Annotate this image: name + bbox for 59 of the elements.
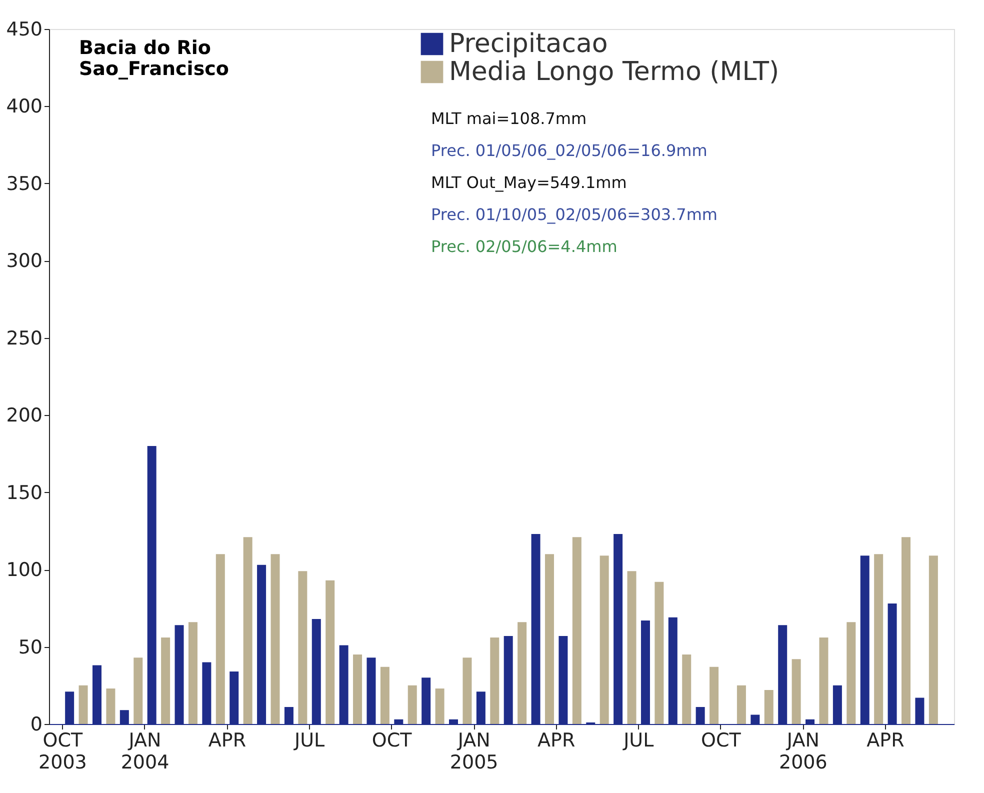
bar: [216, 554, 225, 724]
y-tick-label: 350: [6, 172, 42, 195]
bar: [846, 622, 856, 724]
y-tick-label: 450: [6, 18, 42, 40]
y-tick-label: 100: [6, 559, 42, 582]
annotation: MLT mai=108.7mm: [431, 109, 587, 128]
bar: [353, 654, 362, 724]
annotation: Prec. 01/10/05_02/05/06=303.7mm: [431, 205, 718, 224]
bar: [792, 659, 801, 724]
y-tick-label: 250: [6, 327, 42, 350]
y-tick-label: 50: [18, 636, 42, 658]
bar: [490, 638, 500, 724]
bar: [654, 582, 664, 724]
y-tick-label: 150: [6, 482, 42, 504]
bar: [106, 688, 116, 724]
x-tick-label: APR: [538, 730, 576, 752]
bar: [710, 666, 719, 724]
x-tick-label: JAN 2005: [450, 730, 498, 774]
annotation: Prec. 01/05/06_02/05/06=16.9mm: [431, 141, 708, 160]
y-tick-label: 300: [6, 250, 42, 272]
bar: [874, 554, 884, 724]
bar: [161, 638, 170, 724]
x-tick-label: JUL: [293, 730, 325, 752]
bar: [298, 571, 308, 724]
bar: [134, 658, 143, 724]
bar: [462, 658, 472, 724]
bar: [544, 554, 554, 724]
bar: [682, 654, 692, 724]
bar: [243, 537, 252, 724]
bar: [435, 688, 444, 724]
y-tick-label: 200: [6, 404, 42, 427]
legend-label: Media Longo Termo (MLT): [449, 57, 780, 87]
x-tick-label: APR: [866, 730, 904, 752]
bar: [270, 554, 280, 724]
bar: [764, 690, 774, 724]
bar: [627, 571, 636, 724]
bar: [600, 556, 609, 724]
bar: [572, 537, 582, 724]
bar: [736, 685, 746, 724]
x-tick-label: JUL: [622, 730, 654, 752]
annotation: Prec. 02/05/06=4.4mm: [431, 237, 618, 256]
y-tick-label: 400: [6, 96, 42, 118]
x-tick-label: OCT: [700, 730, 742, 752]
bar: [188, 622, 198, 724]
x-tick-label: OCT: [372, 730, 412, 752]
x-tick-label: JAN 2006: [778, 730, 828, 774]
text: Bacia do Rio Sao_Francisco: [79, 37, 229, 80]
bar: [78, 685, 88, 724]
bar: [819, 638, 828, 724]
x-tick-label: APR: [208, 730, 246, 752]
bar: [902, 537, 911, 724]
bar: [326, 580, 335, 724]
legend-label: Precipitacao: [449, 29, 608, 59]
bar: [518, 622, 527, 724]
x-tick-label: JAN 2004: [120, 730, 170, 774]
bar: [380, 666, 390, 724]
bar: [408, 685, 417, 724]
annotation: MLT Out_May=549.1mm: [431, 173, 627, 192]
bar: [928, 556, 938, 724]
